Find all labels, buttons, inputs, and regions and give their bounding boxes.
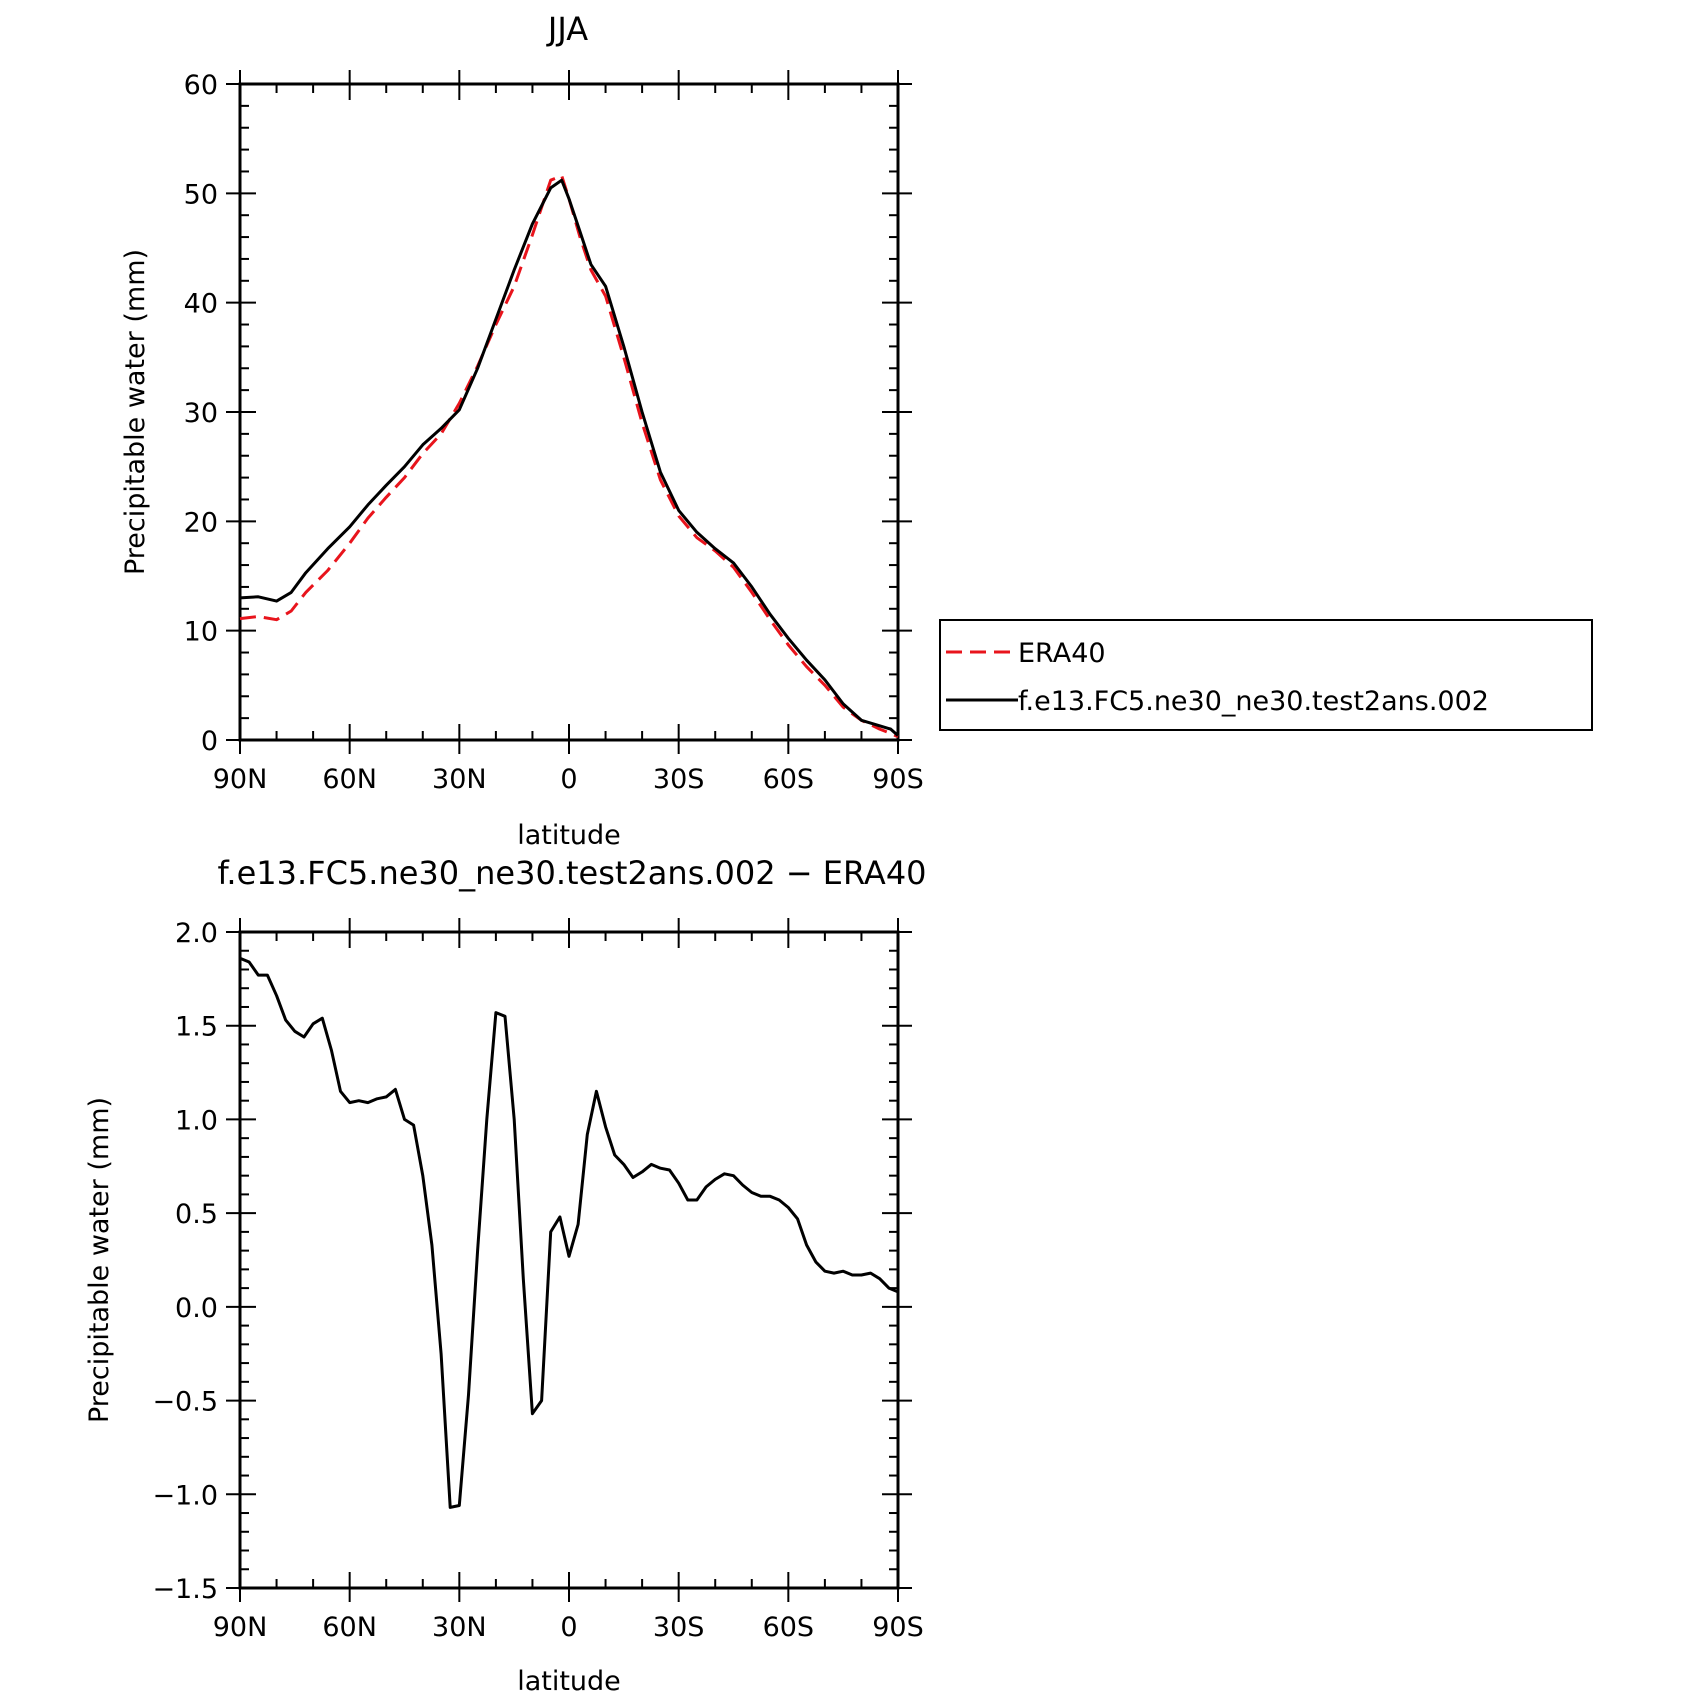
y-tick-label: 10 [184, 617, 218, 648]
x-tick-label: 60N [322, 1612, 377, 1643]
x-tick-label: 30N [432, 1612, 487, 1643]
top-y-tick-labels: 0 10 20 30 40 50 60 [184, 70, 218, 757]
bottom-x-tick-labels: 90N 60N 30N 0 30S 60S 90S [213, 1612, 924, 1643]
bottom-y-tick-labels: −1.5 −1.0 −0.5 0.0 0.5 1.0 1.5 2.0 [152, 918, 218, 1605]
top-panel: JJA 0 10 20 30 40 50 60 90N 60N 30N 0 30S 60S 90S la… [120, 10, 1593, 851]
top-x-axis-label: latitude [517, 820, 621, 851]
difference-line [239, 956, 899, 1509]
bottom-panel: f.e13.FC5.ne30_ne30.test2ans.002 − ERA40… [84, 854, 927, 1697]
bottom-plot-frame [238, 930, 900, 1590]
series-line-f-e13-fc5-ne30-ne30-test2ans-002 [239, 178, 899, 737]
x-tick-label: 0 [560, 764, 577, 795]
top-plot-frame [238, 82, 900, 742]
x-tick-label: 90S [872, 1612, 924, 1643]
y-tick-label: 20 [184, 507, 218, 538]
top-series-lines [239, 174, 899, 739]
y-tick-label: 0 [201, 726, 218, 757]
x-tick-label: 0 [560, 1612, 577, 1643]
x-tick-label: 30S [653, 764, 705, 795]
top-tick-marks [226, 70, 912, 754]
bottom-chart-title: f.e13.FC5.ne30_ne30.test2ans.002 − ERA40 [217, 854, 926, 892]
top-legend: ERA40 f.e13.FC5.ne30_ne30.test2ans.002 [939, 619, 1593, 731]
x-tick-label: 90N [213, 764, 268, 795]
y-tick-label: −1.5 [152, 1574, 218, 1605]
legend-label-model: f.e13.FC5.ne30_ne30.test2ans.002 [1018, 686, 1489, 717]
x-tick-label: 30S [653, 1612, 705, 1643]
x-tick-label: 60N [322, 764, 377, 795]
y-tick-label: 30 [184, 398, 218, 429]
legend-label-era40: ERA40 [1018, 638, 1106, 669]
bottom-tick-marks [226, 918, 912, 1602]
y-tick-label: 0.0 [175, 1293, 218, 1324]
top-y-axis-label: Precipitable water (mm) [120, 249, 151, 575]
y-tick-label: 1.5 [175, 1012, 218, 1043]
y-tick-label: 0.5 [175, 1199, 218, 1230]
bottom-x-axis-label: latitude [517, 1666, 621, 1697]
top-chart-title: JJA [546, 10, 588, 48]
bottom-y-axis-label: Precipitable water (mm) [84, 1097, 115, 1423]
series-line-era40 [239, 174, 899, 739]
x-tick-label: 60S [763, 764, 815, 795]
y-tick-label: −0.5 [152, 1387, 218, 1418]
x-tick-label: 30N [432, 764, 487, 795]
y-tick-label: 1.0 [175, 1105, 218, 1136]
x-tick-label: 90S [872, 764, 924, 795]
y-tick-label: 40 [184, 289, 218, 320]
legend-box [939, 619, 1593, 731]
y-tick-label: 50 [184, 179, 218, 210]
x-tick-label: 60S [763, 1612, 815, 1643]
y-tick-label: 2.0 [175, 918, 218, 949]
top-x-tick-labels: 90N 60N 30N 0 30S 60S 90S [213, 764, 924, 795]
y-tick-label: −1.0 [152, 1480, 218, 1511]
y-tick-label: 60 [184, 70, 218, 101]
bottom-series-lines [239, 956, 899, 1509]
x-tick-label: 90N [213, 1612, 268, 1643]
